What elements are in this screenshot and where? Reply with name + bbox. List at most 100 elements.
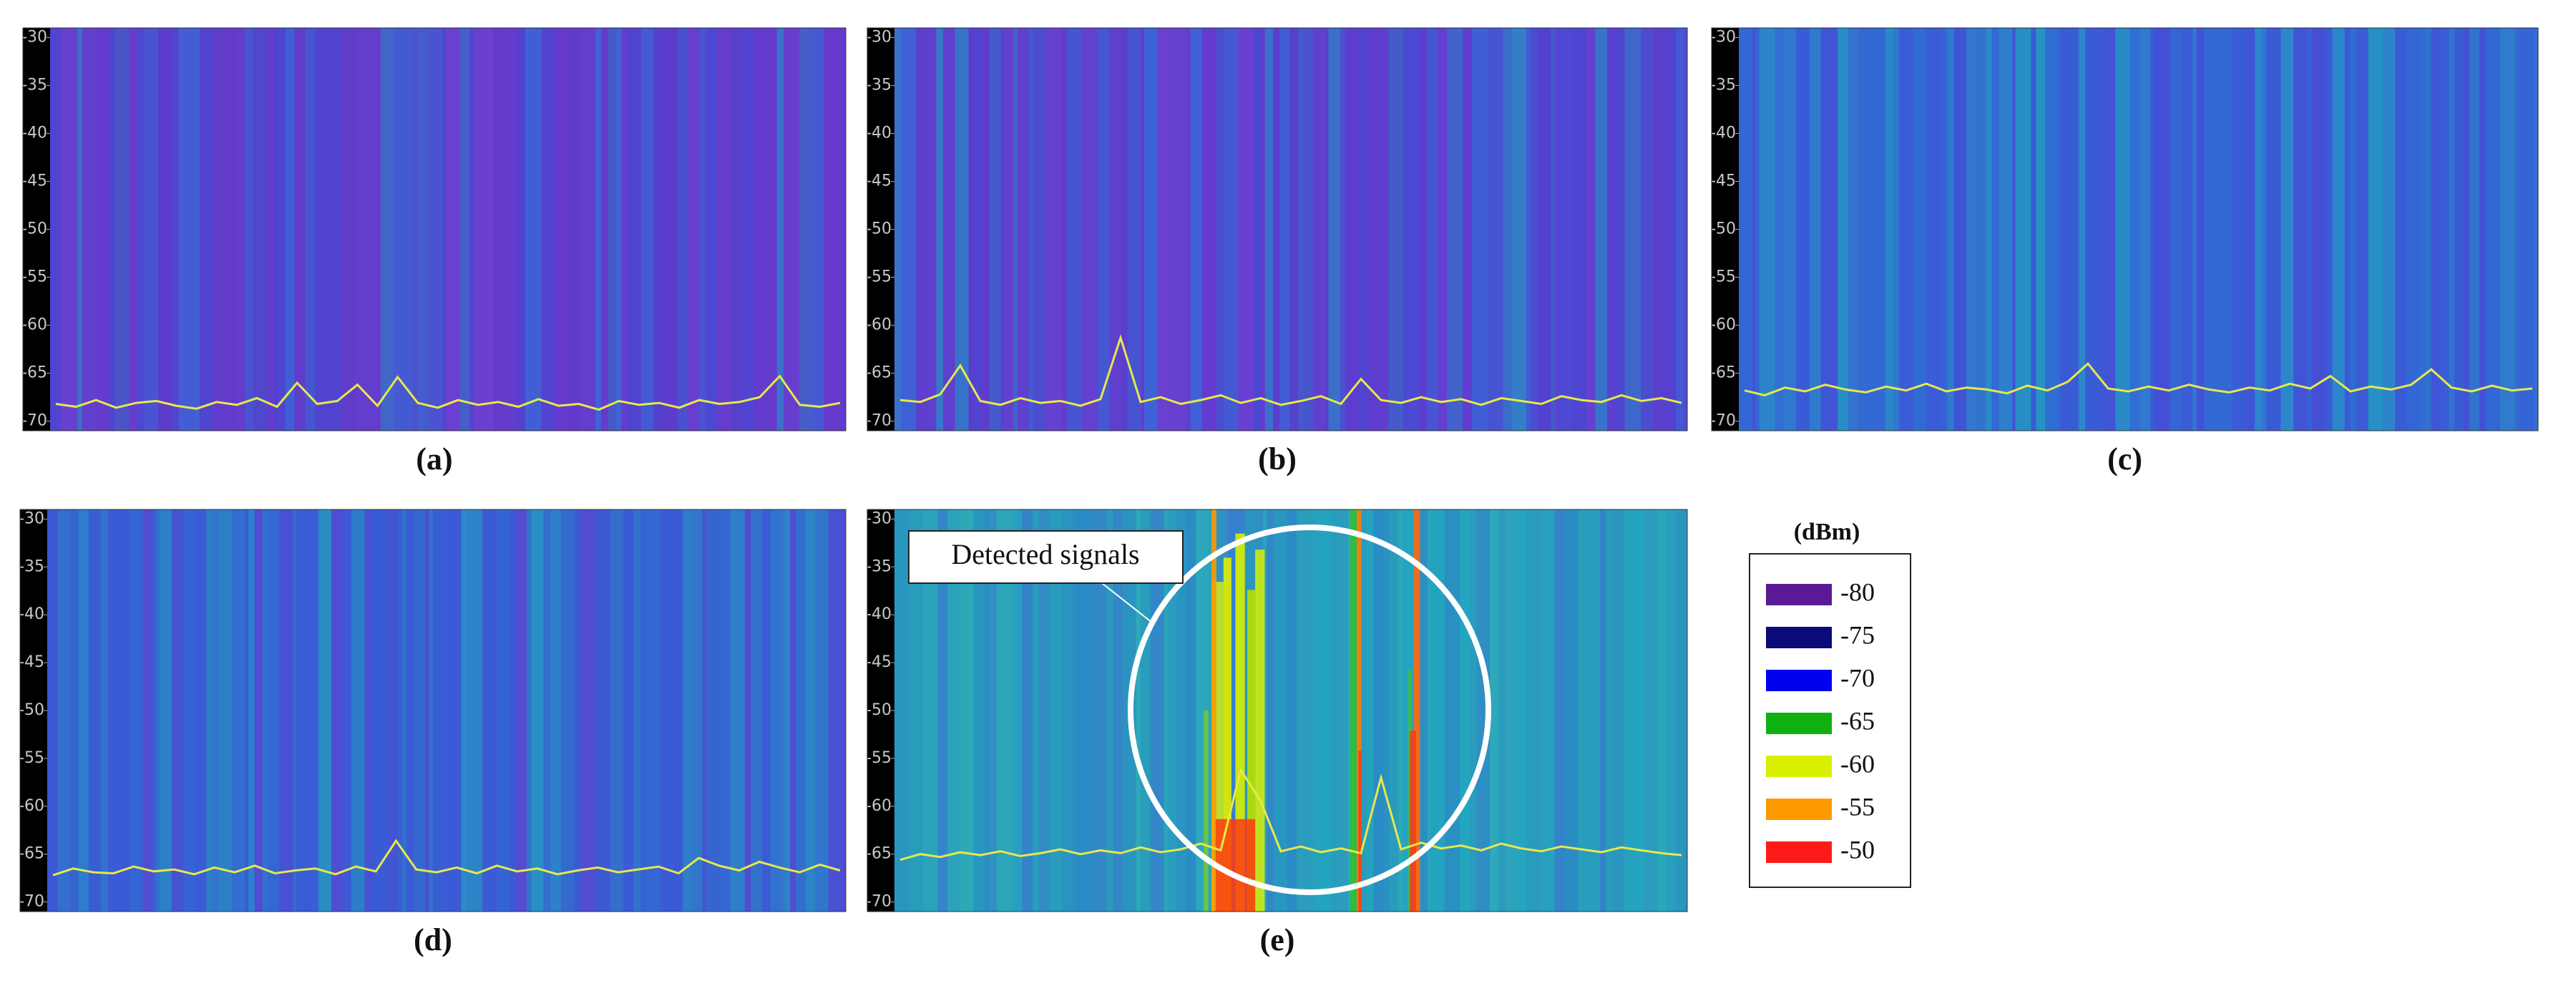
spectrogram-stripe <box>2266 28 2281 431</box>
spectrogram-stripe <box>2409 28 2419 431</box>
spectrogram-stripe <box>1176 509 1187 912</box>
spectrogram-stripe <box>595 28 601 431</box>
annotation-box <box>908 530 1184 584</box>
spectrogram-stripe <box>698 28 706 431</box>
spectrogram-stripe <box>2469 28 2480 431</box>
spectrogram-stripe <box>640 28 653 431</box>
spectrogram-stripe <box>2031 28 2036 431</box>
spectrogram-stripe <box>1319 509 1332 912</box>
spectrogram-stripe <box>531 509 544 912</box>
spectrogram-stripe <box>1264 28 1274 431</box>
y-tick-label: -55 <box>19 749 44 767</box>
spectrogram-stripe <box>1446 28 1450 431</box>
spectrogram-stripe <box>2218 28 2233 431</box>
spectrogram-stripe <box>1033 509 1040 912</box>
spectrogram-stripe <box>406 509 414 912</box>
spectrogram-stripe <box>2129 28 2140 431</box>
spectrogram-stripe <box>2293 28 2308 431</box>
spectrogram-stripe <box>248 509 255 912</box>
spectrogram-stripe <box>2015 28 2031 431</box>
signal-band <box>1211 509 1216 912</box>
spectrogram-stripe <box>114 28 129 431</box>
spectrogram-stripe <box>1297 28 1304 431</box>
spectrogram-stripe <box>1018 28 1029 431</box>
trace <box>899 767 1682 862</box>
spectrogram-stripe <box>1143 28 1158 431</box>
spectrogram-stripe <box>509 509 517 912</box>
spectrogram-stripe <box>1676 28 1684 431</box>
spectrogram-stripe <box>294 28 306 431</box>
spectrogram-stripe <box>1028 28 1033 431</box>
spectrogram-stripe <box>730 509 745 912</box>
panel-border <box>867 27 1688 431</box>
spectrogram-stripe <box>381 28 394 431</box>
spectrogram-stripe <box>1586 509 1597 912</box>
spectrogram-stripe <box>2233 28 2248 431</box>
spectrogram-stripe <box>1531 28 1538 431</box>
spectrogram-stripe <box>467 509 483 912</box>
spectrogram-stripe <box>213 509 219 912</box>
panel: -30 -35 -40 -45 -50 -55 -60 -65 -70 (d) <box>19 509 847 957</box>
spectrogram-stripe <box>195 509 200 912</box>
spectrogram-stripe <box>1838 28 1848 431</box>
spectrogram-stripe <box>1312 509 1316 912</box>
y-tick-label: -70 <box>1710 412 1736 430</box>
spectrogram-stripe <box>158 28 172 431</box>
colorbar-label: -70 <box>1840 663 1875 692</box>
spectrogram-stripe <box>305 28 316 431</box>
y-tick-label: -55 <box>1710 268 1736 286</box>
spectrogram-stripe <box>1624 28 1629 431</box>
spectrogram-stripe <box>936 28 944 431</box>
spectrogram-stripe <box>571 28 580 431</box>
spectrogram-stripe <box>2350 28 2356 431</box>
spectrogram-stripe <box>776 28 784 431</box>
y-tick-label: -65 <box>1710 364 1736 382</box>
spectrogram-stripe <box>1755 28 1760 431</box>
panel-label: (a) <box>416 441 452 477</box>
spectrogram-stripe <box>331 509 343 912</box>
spectrogram-stripe <box>240 509 245 912</box>
panel-border <box>867 509 1688 912</box>
spectrogram-stripe <box>561 509 575 912</box>
spectrogram-stripe <box>1999 28 2013 431</box>
spectrogram-stripe <box>504 28 511 431</box>
spectrogram-stripe <box>61 28 77 431</box>
panel-border <box>22 27 847 431</box>
spectrogram-stripe <box>530 28 542 431</box>
y-tick-label: -65 <box>19 845 44 863</box>
spectrogram-stripe <box>95 28 109 431</box>
colorbar-swatch <box>1766 841 1832 863</box>
spectrogram-stripe <box>916 28 922 431</box>
spectrogram-stripe <box>810 28 824 431</box>
spectrogram-stripe <box>2248 28 2255 431</box>
spectrogram-stripe <box>1537 28 1551 431</box>
spectrogram-stripe <box>600 28 608 431</box>
spectrogram-stripe <box>1953 28 1966 431</box>
signal-band <box>1223 557 1231 912</box>
spectrogram-stripe <box>1170 28 1186 431</box>
spectrogram-stripe <box>200 509 207 912</box>
spectrogram-stripe <box>2499 28 2515 431</box>
y-tick-label: -30 <box>1710 28 1736 46</box>
y-tick-label: -40 <box>866 605 892 623</box>
spectrogram-stripe <box>1498 509 1506 912</box>
colorbar-label: -75 <box>1840 620 1875 649</box>
spectrogram-stripe <box>484 28 494 431</box>
y-tick-label: -40 <box>1710 124 1736 142</box>
signal-band <box>1247 590 1256 912</box>
y-tick-label: -45 <box>21 172 47 190</box>
y-tick-label: -60 <box>866 316 892 334</box>
spectrogram-stripe <box>1612 509 1624 912</box>
spectrogram-stripe <box>1003 28 1013 431</box>
spectrogram-stripe <box>78 509 89 912</box>
panel-label: (b) <box>1258 441 1297 477</box>
annotation-text: Detected signals <box>951 538 1139 570</box>
spectrogram-stripe <box>678 28 687 431</box>
colorbar-label: -55 <box>1840 792 1875 821</box>
y-tick-label: -30 <box>866 509 892 527</box>
y-tick-label: -35 <box>19 557 44 575</box>
spectrogram-stripe <box>1127 28 1141 431</box>
spectrogram-stripe <box>1389 509 1398 912</box>
spectrogram-stripe <box>2479 28 2487 431</box>
spectrogram-stripe <box>985 509 990 912</box>
